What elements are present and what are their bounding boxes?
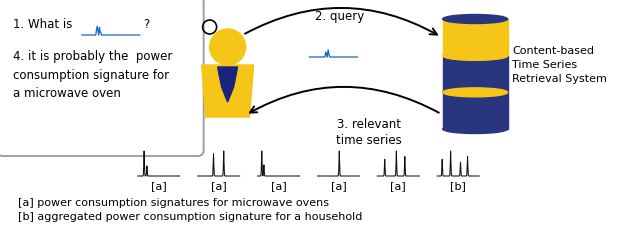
Text: [a]: [a] (271, 180, 287, 190)
Text: 1. What is: 1. What is (13, 18, 72, 31)
Ellipse shape (443, 88, 508, 97)
Ellipse shape (443, 88, 508, 97)
FancyArrowPatch shape (250, 88, 439, 113)
Ellipse shape (443, 52, 508, 61)
Text: [a]: [a] (391, 180, 406, 190)
Text: 2. query: 2. query (315, 10, 364, 23)
FancyArrowPatch shape (245, 9, 437, 35)
Text: [a]: [a] (210, 180, 226, 190)
Text: ?: ? (143, 18, 149, 31)
Ellipse shape (443, 52, 508, 61)
Text: 3. relevant
time series: 3. relevant time series (337, 117, 402, 147)
Ellipse shape (443, 125, 508, 134)
Text: [a]: [a] (330, 180, 346, 190)
Text: 4. it is probably the  power
consumption signature for
a microwave oven: 4. it is probably the power consumption … (13, 50, 172, 99)
FancyBboxPatch shape (443, 20, 508, 56)
Text: Content-based
Time Series
Retrieval System: Content-based Time Series Retrieval Syst… (512, 46, 607, 84)
Ellipse shape (443, 16, 508, 24)
Text: [b] aggregated power consumption signature for a household: [b] aggregated power consumption signatu… (18, 211, 363, 221)
FancyBboxPatch shape (443, 93, 508, 129)
Text: [b]: [b] (450, 180, 466, 190)
Text: [a] power consumption signatures for microwave ovens: [a] power consumption signatures for mic… (18, 197, 329, 207)
Polygon shape (202, 66, 254, 117)
Polygon shape (217, 68, 238, 103)
FancyBboxPatch shape (443, 56, 508, 93)
Text: [a]: [a] (151, 180, 167, 190)
FancyBboxPatch shape (0, 0, 204, 156)
Circle shape (210, 30, 245, 66)
